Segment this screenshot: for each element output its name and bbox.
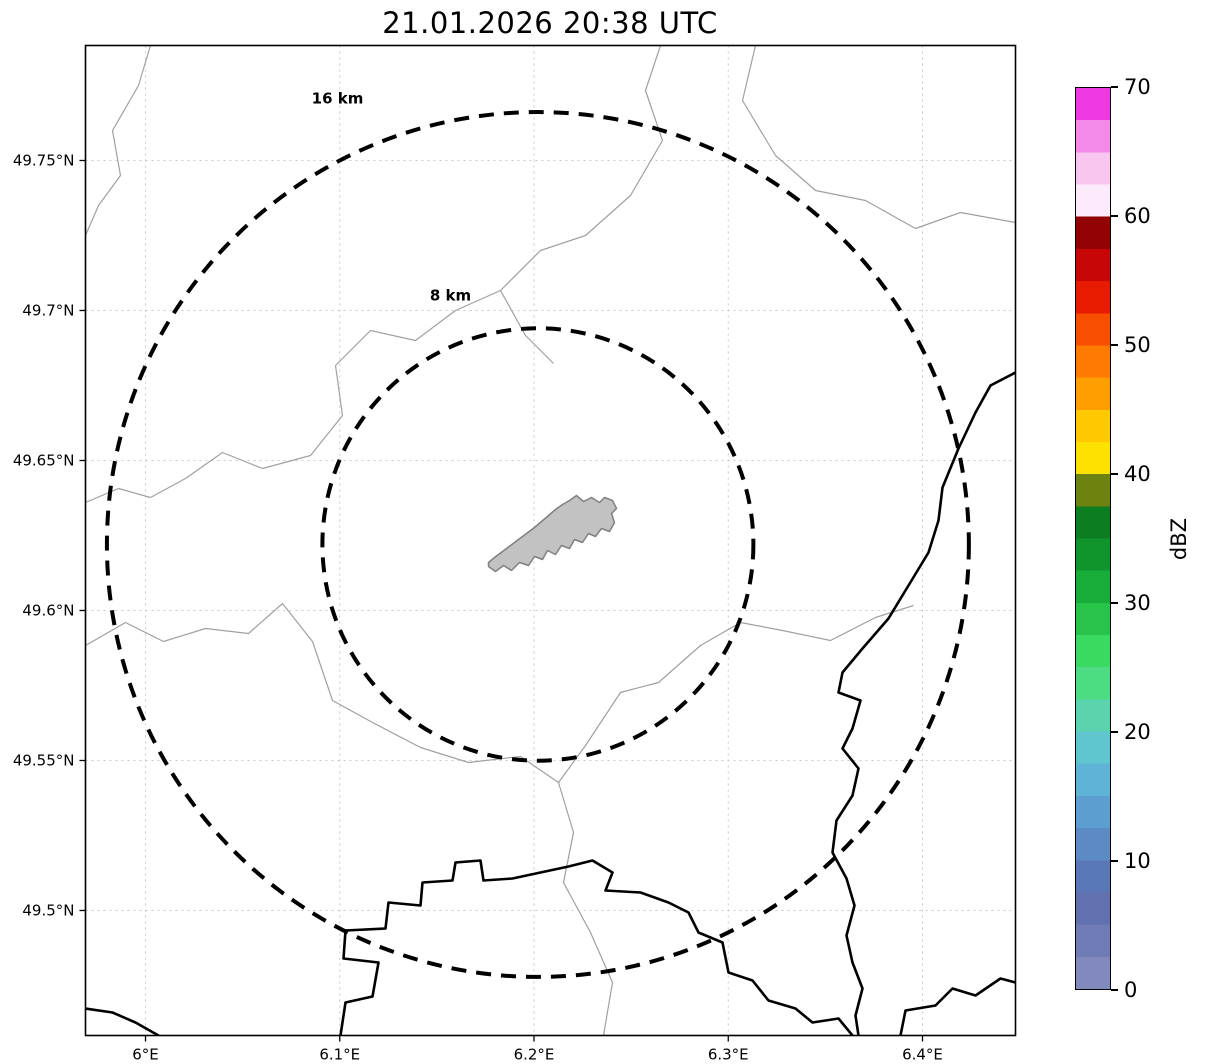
y-tick-label: 49.65°N bbox=[13, 451, 75, 469]
colorbar-tick-label: 40 bbox=[1124, 462, 1151, 486]
x-tick-label: 6.1°E bbox=[319, 1046, 360, 1064]
colorbar-tick bbox=[1111, 215, 1118, 217]
y-tick-label: 49.55°N bbox=[13, 751, 75, 769]
x-tick-label: 6.2°E bbox=[514, 1046, 555, 1064]
y-tick-label: 49.6°N bbox=[22, 601, 74, 619]
range-ring-16km bbox=[104, 110, 971, 979]
colorbar-gradient bbox=[1075, 87, 1111, 990]
plot-area: 8 km 16 km 6°E 6.1°E 6.2°E 6.3°E 6.4°E 49.5°N 49… bbox=[13, 44, 1017, 1064]
x-tick-label: 6.3°E bbox=[708, 1046, 749, 1064]
plot-inner bbox=[85, 45, 1016, 1036]
colorbar-tick bbox=[1111, 860, 1118, 862]
colorbar-tick bbox=[1111, 989, 1118, 991]
x-tick-label: 6.4°E bbox=[902, 1046, 943, 1064]
colorbar-tick-label: 60 bbox=[1124, 204, 1151, 228]
country-border-line bbox=[339, 859, 854, 1036]
range-ring-label: 16 km bbox=[312, 90, 364, 108]
admin-border-line bbox=[85, 602, 614, 1036]
colorbar-axis-label-wrap: dBZ bbox=[1156, 87, 1202, 990]
colorbar-tick bbox=[1111, 344, 1118, 346]
colorbar-tick bbox=[1111, 473, 1118, 475]
colorbar-tick bbox=[1111, 602, 1118, 604]
country-border-line bbox=[85, 1007, 160, 1036]
y-tick-label: 49.7°N bbox=[22, 301, 74, 319]
admin-border-line bbox=[741, 45, 1016, 230]
colorbar-tick bbox=[1111, 86, 1118, 88]
admin-border-line bbox=[85, 45, 664, 504]
plot-border bbox=[84, 44, 1017, 1037]
colorbar-tick-label: 10 bbox=[1124, 849, 1151, 873]
range-ring-8km bbox=[320, 326, 756, 763]
y-tick-label: 49.5°N bbox=[22, 901, 74, 919]
colorbar-tick-label: 30 bbox=[1124, 591, 1151, 615]
colorbar-tick bbox=[1111, 731, 1118, 733]
admin-border-line bbox=[499, 290, 554, 364]
y-tick-label: 49.75°N bbox=[13, 151, 75, 169]
country-border-line bbox=[831, 371, 1016, 1036]
country-border-line bbox=[899, 977, 1016, 1036]
airport-outline bbox=[487, 494, 618, 573]
colorbar-tick-label: 20 bbox=[1124, 720, 1151, 744]
range-ring-label: 8 km bbox=[430, 287, 471, 305]
colorbar-tick-label: 0 bbox=[1124, 978, 1138, 1002]
admin-border-line bbox=[558, 604, 914, 783]
x-tick-label: 6°E bbox=[132, 1046, 159, 1064]
colorbar-axis-label: dBZ bbox=[1167, 517, 1191, 560]
colorbar-tick-label: 50 bbox=[1124, 333, 1151, 357]
figure-title: 21.01.2026 20:38 UTC bbox=[382, 6, 718, 40]
admin-border-line bbox=[85, 45, 152, 236]
colorbar-tick-label: 70 bbox=[1124, 75, 1151, 99]
colorbar: 0 10 20 30 40 50 60 70 bbox=[1075, 75, 1151, 1002]
